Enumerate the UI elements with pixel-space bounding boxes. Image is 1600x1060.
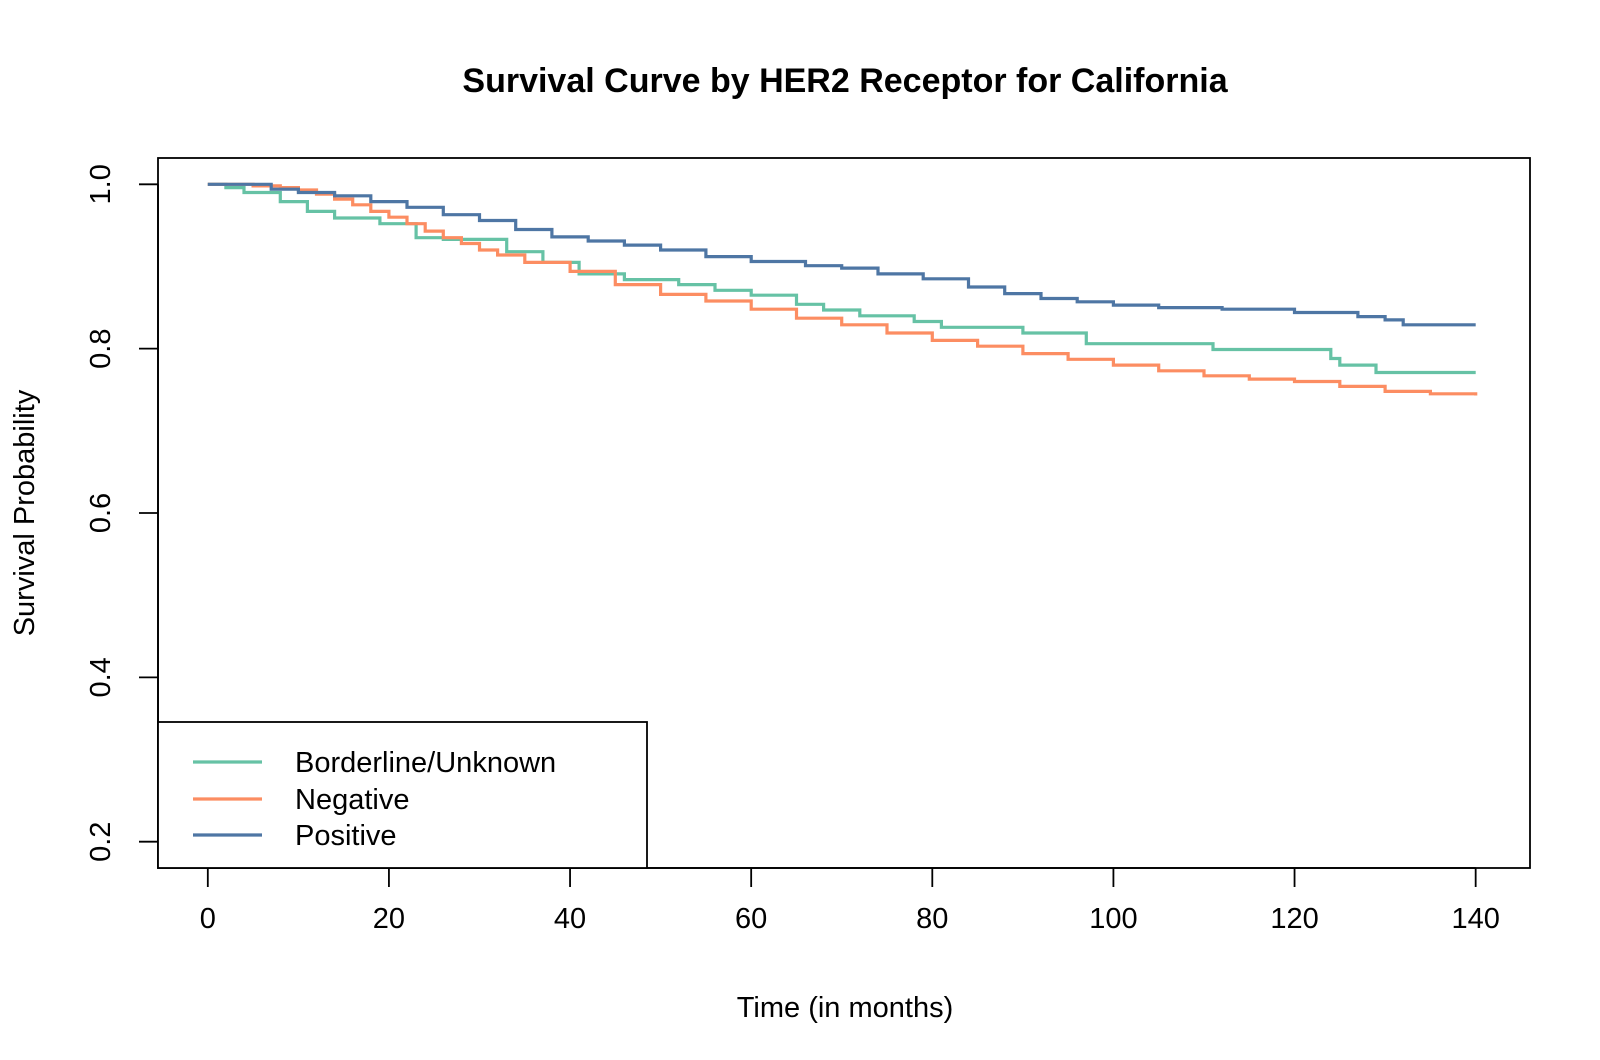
x-tick-label: 60 <box>735 903 767 935</box>
y-tick-label: 0.8 <box>85 328 117 368</box>
y-axis-label: Survival Probability <box>9 389 41 636</box>
x-tick-label: 0 <box>200 903 216 935</box>
legend-box <box>157 721 648 869</box>
y-tick-label: 1.0 <box>85 164 117 204</box>
legend-label-0: Borderline/Unknown <box>295 747 556 779</box>
x-axis-label: Time (in months) <box>737 992 953 1024</box>
plot-lines <box>207 182 1478 396</box>
chart-title: Survival Curve by HER2 Receptor for Cali… <box>462 62 1228 100</box>
legend-label-1: Negative <box>295 784 409 816</box>
series-line-1 <box>207 182 1478 396</box>
y-tick-label: 0.4 <box>85 657 117 697</box>
y-axis: 0.2 0.4 0.6 0.8 1.0 <box>85 164 159 862</box>
x-tick-label: 100 <box>1089 903 1137 935</box>
legend-label-2: Positive <box>295 820 397 852</box>
x-tick-label: 80 <box>916 903 948 935</box>
y-tick-label: 0.6 <box>85 493 117 533</box>
x-tick-label: 140 <box>1451 903 1499 935</box>
x-tick-label: 40 <box>554 903 586 935</box>
x-axis: 0 20 40 60 80 100 120 140 <box>200 867 1500 935</box>
series-line-2 <box>207 182 1476 327</box>
y-tick-label: 0.2 <box>85 822 117 862</box>
x-tick-label: 120 <box>1270 903 1318 935</box>
series-line-0 <box>207 182 1476 375</box>
x-tick-label: 20 <box>373 903 405 935</box>
legend: Borderline/Unknown Negative Positive <box>157 721 648 869</box>
